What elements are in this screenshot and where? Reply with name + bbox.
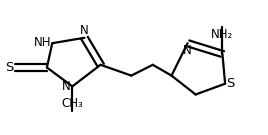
Text: NH: NH <box>34 36 51 49</box>
Text: CH₃: CH₃ <box>61 97 83 110</box>
Text: N: N <box>62 80 71 93</box>
Text: S: S <box>5 61 13 74</box>
Text: NH₂: NH₂ <box>211 28 234 41</box>
Text: N: N <box>80 24 89 37</box>
Text: S: S <box>226 77 235 90</box>
Text: N: N <box>183 44 192 57</box>
